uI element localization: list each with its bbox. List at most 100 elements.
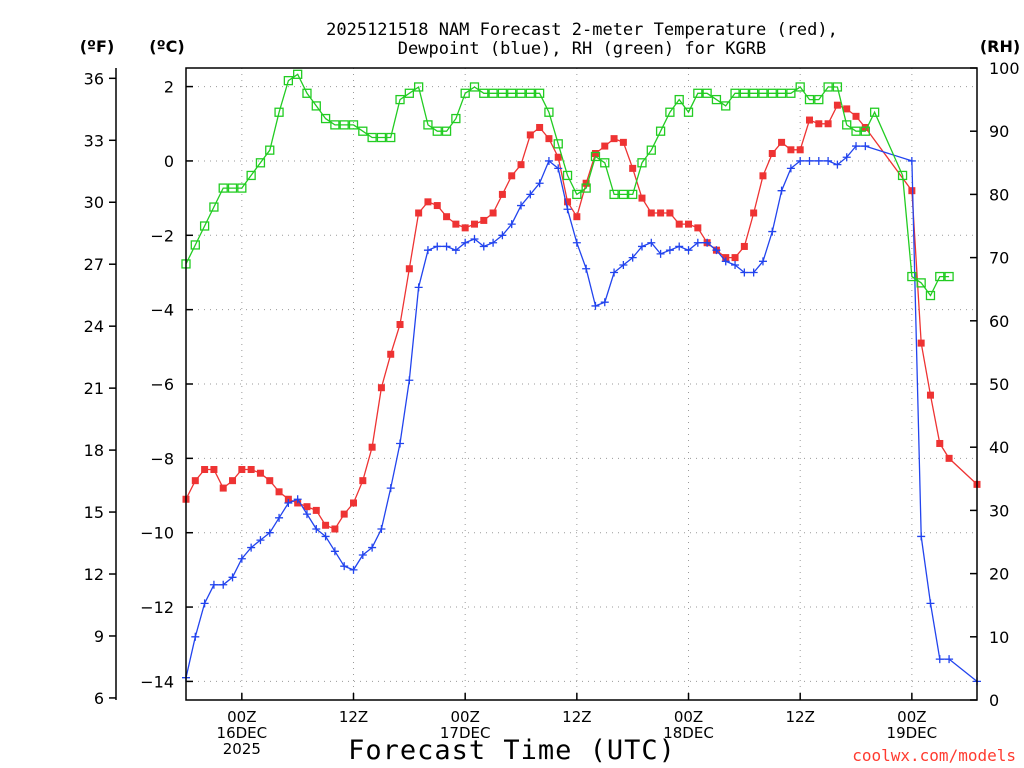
temperature-point — [303, 503, 311, 511]
temperature-point — [787, 146, 795, 154]
rh-point — [832, 82, 843, 92]
temperature-point — [517, 161, 525, 169]
rh-point — [823, 82, 833, 92]
rh-point — [265, 145, 275, 155]
temperature-point — [191, 477, 199, 485]
celsius-tick-label: 2 — [164, 78, 174, 97]
temperature-point — [508, 172, 516, 180]
dewpoint-point — [507, 220, 516, 229]
rh-point — [237, 183, 247, 193]
temperature-point — [647, 209, 655, 217]
rh-point — [488, 88, 498, 98]
rh-point — [590, 151, 601, 162]
temperature-point — [452, 220, 460, 228]
fahrenheit-tick-label: 6 — [94, 689, 104, 708]
rh-tick-label: 70 — [989, 249, 1009, 268]
celsius-tick-label: −4 — [150, 301, 174, 320]
temperature-point — [545, 135, 553, 143]
plot-frame — [185, 67, 978, 701]
temperature-point — [340, 510, 348, 518]
rh-point — [628, 189, 638, 200]
time-tick-label: 17DEC — [440, 724, 491, 742]
dewpoint-point — [768, 227, 777, 236]
dewpoint-point — [526, 190, 535, 199]
rh-point — [432, 126, 442, 136]
dewpoint-point — [544, 156, 553, 165]
rh-point — [423, 120, 433, 130]
time-tick-label: 12Z — [562, 708, 591, 726]
fahrenheit-tick-label: 21 — [84, 379, 104, 398]
celsius-tick-label: −10 — [140, 524, 174, 543]
rh-point — [916, 278, 926, 288]
temperature-point — [498, 190, 506, 198]
chart-title-line-2: Dewpoint (blue), RH (green) for KGRB — [398, 39, 766, 59]
rh-point — [767, 88, 777, 98]
series-line — [185, 145, 978, 682]
dewpoint-point — [423, 246, 432, 255]
temperature-point — [601, 142, 609, 150]
temperature-point — [805, 116, 813, 124]
dewpoint-point — [572, 238, 581, 247]
rh-tick-label: 90 — [989, 122, 1009, 141]
temperature-point — [554, 153, 562, 161]
rh-point — [451, 113, 461, 124]
rh-point — [255, 158, 266, 168]
fahrenheit-unit-label: (ºF) — [80, 37, 115, 56]
time-tick-label: 12Z — [339, 708, 368, 726]
rh-tick-label: 10 — [989, 628, 1009, 647]
celsius-axis: −14 −12 −10 −8 −6 −4 −2 0 2 — [140, 78, 193, 691]
chart-title-line-1: 2025121518 NAM Forecast 2-meter Temperat… — [326, 20, 838, 40]
rh-point — [358, 126, 368, 136]
rh-point — [758, 88, 768, 98]
dewpoint-point — [656, 249, 665, 258]
rh-point — [199, 221, 210, 231]
rh-point — [674, 94, 684, 105]
dewpoint-point — [675, 242, 684, 251]
rh-point — [665, 107, 675, 117]
dewpoint-point — [256, 536, 265, 545]
temperature-point — [824, 120, 832, 128]
dewpoint-point — [191, 632, 200, 641]
celsius-unit-label: (ºC) — [149, 37, 184, 56]
dewpoint-point — [461, 238, 470, 247]
temperature-point — [852, 112, 860, 120]
rh-point — [218, 183, 228, 193]
dewpoint-point — [684, 246, 693, 255]
rh-point — [581, 183, 591, 193]
temperature-point — [908, 187, 916, 195]
rh-point — [516, 88, 526, 98]
dewpoint-point — [284, 498, 293, 507]
temperature-point — [666, 209, 674, 217]
temperature-point — [833, 101, 841, 109]
temperature-point — [638, 194, 646, 202]
temperature-point — [796, 146, 804, 154]
time-tick-label: 00Z — [227, 708, 256, 726]
temperature-point — [219, 484, 227, 492]
celsius-tick-label: 0 — [164, 152, 174, 171]
time-tick-label: 00Z — [450, 708, 479, 726]
dewpoint-point — [405, 376, 414, 385]
rh-point — [795, 82, 805, 92]
series-line — [185, 104, 978, 530]
rh-point — [851, 126, 861, 136]
rh-point — [311, 101, 321, 111]
rh-point — [693, 88, 703, 98]
temperature-point — [377, 384, 385, 392]
fahrenheit-tick-label: 33 — [84, 131, 104, 150]
rh-point — [562, 170, 573, 181]
dewpoint-point — [758, 257, 767, 266]
rh-tick-label: 30 — [989, 501, 1009, 520]
rh-point — [907, 271, 917, 282]
dewpoint-point — [712, 246, 721, 255]
credit-link[interactable]: coolwx.com/models — [852, 746, 1016, 765]
rh-point — [711, 94, 722, 105]
temperature-point — [266, 477, 274, 485]
rh-point — [786, 88, 796, 98]
rh-point — [572, 189, 582, 200]
dewpoint-point — [330, 547, 339, 556]
dewpoint-point — [591, 301, 600, 310]
temperature-point — [312, 506, 320, 514]
celsius-tick-label: −8 — [150, 449, 174, 468]
dewpoint-point — [749, 268, 758, 277]
